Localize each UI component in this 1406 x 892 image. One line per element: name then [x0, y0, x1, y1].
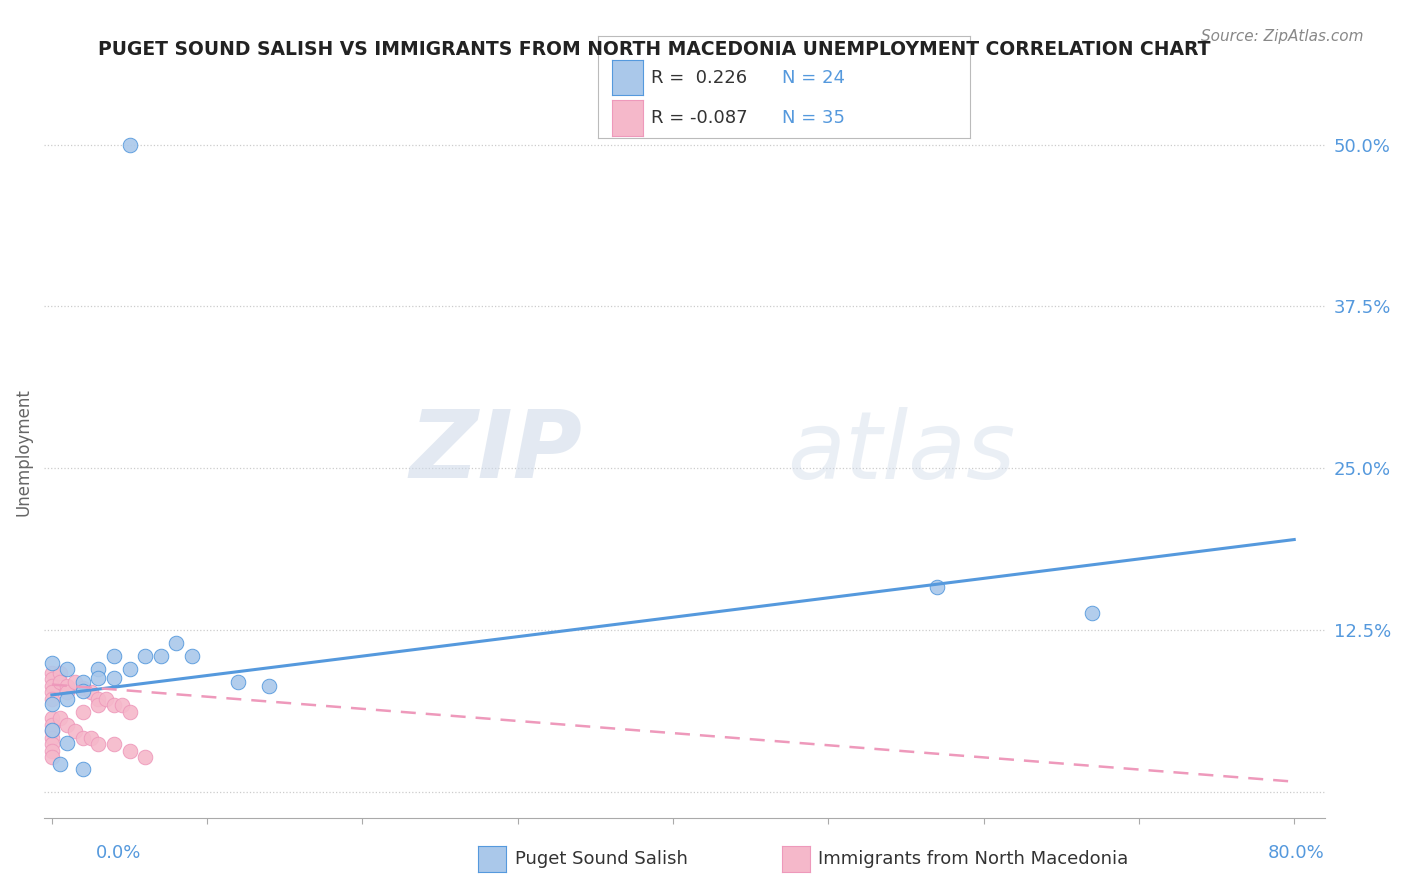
Point: [72, 681, 94, 696]
Text: R = -0.087: R = -0.087: [651, 109, 748, 127]
Point: [41, 697, 63, 711]
Text: 80.0%: 80.0%: [1268, 844, 1324, 862]
Point: [103, 671, 125, 685]
Point: [41, 731, 63, 745]
Point: [96, 691, 118, 706]
Point: [41, 723, 63, 737]
Point: [165, 636, 187, 650]
Point: [41, 679, 63, 693]
Point: [72, 705, 94, 719]
Point: [259, 679, 281, 693]
Point: [1081, 607, 1104, 621]
Text: N = 24: N = 24: [782, 69, 845, 87]
Point: [41, 685, 63, 699]
Point: [134, 750, 156, 764]
Point: [56, 717, 79, 731]
Text: atlas: atlas: [787, 407, 1015, 498]
Point: [72, 762, 94, 776]
Point: [56, 662, 79, 676]
Point: [80, 731, 103, 745]
Point: [56, 691, 79, 706]
Point: [149, 649, 172, 664]
Point: [226, 675, 249, 690]
Text: ZIP: ZIP: [409, 406, 582, 498]
Point: [63, 724, 86, 739]
Point: [48, 675, 70, 690]
Point: [180, 649, 202, 664]
Point: [87, 671, 110, 685]
Text: Immigrants from North Macedonia: Immigrants from North Macedonia: [818, 850, 1129, 868]
Point: [134, 649, 156, 664]
Point: [41, 724, 63, 739]
Point: [41, 717, 63, 731]
Y-axis label: Unemployment: Unemployment: [15, 388, 32, 516]
Text: N = 35: N = 35: [782, 109, 845, 127]
Point: [48, 711, 70, 725]
Text: Source: ZipAtlas.com: Source: ZipAtlas.com: [1201, 29, 1364, 44]
Text: Puget Sound Salish: Puget Sound Salish: [515, 850, 688, 868]
Text: 0.0%: 0.0%: [96, 844, 141, 862]
Point: [925, 581, 948, 595]
Point: [80, 685, 103, 699]
Point: [118, 137, 141, 152]
Point: [41, 743, 63, 757]
Point: [72, 675, 94, 690]
Point: [41, 673, 63, 687]
Point: [48, 756, 70, 771]
Point: [63, 675, 86, 690]
Point: [87, 691, 110, 706]
Text: PUGET SOUND SALISH VS IMMIGRANTS FROM NORTH MACEDONIA UNEMPLOYMENT CORRELATION C: PUGET SOUND SALISH VS IMMIGRANTS FROM NO…: [98, 40, 1211, 59]
Point: [72, 731, 94, 745]
Point: [41, 711, 63, 725]
Point: [87, 662, 110, 676]
Point: [41, 691, 63, 706]
Point: [56, 685, 79, 699]
Point: [56, 679, 79, 693]
Text: R =  0.226: R = 0.226: [651, 69, 747, 87]
Point: [103, 737, 125, 751]
Point: [41, 665, 63, 680]
Point: [41, 656, 63, 670]
Point: [103, 698, 125, 713]
Point: [41, 750, 63, 764]
Point: [111, 698, 134, 713]
Point: [87, 698, 110, 713]
Point: [118, 705, 141, 719]
Point: [41, 737, 63, 751]
Point: [118, 743, 141, 757]
Point: [72, 684, 94, 698]
Point: [118, 662, 141, 676]
Point: [103, 649, 125, 664]
Point: [48, 665, 70, 680]
Point: [87, 737, 110, 751]
Point: [56, 736, 79, 750]
